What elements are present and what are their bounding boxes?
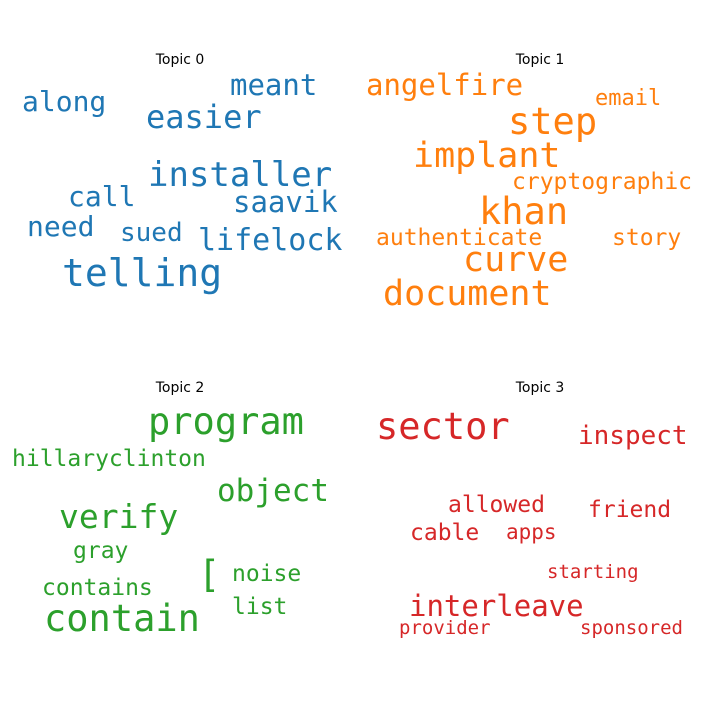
- word-label: step: [508, 100, 598, 143]
- word-label: meant: [230, 68, 318, 102]
- word-label: cable: [410, 520, 480, 546]
- panel-title: Topic 3: [515, 380, 565, 396]
- word-label: installer: [148, 155, 333, 195]
- word-label: contain: [44, 597, 200, 640]
- word-label: object: [217, 473, 329, 509]
- topic-panel-2: Topic 2 program contain object verify hillar…: [0, 360, 360, 720]
- word-label: verify: [59, 497, 179, 536]
- word-label: easier: [146, 98, 262, 136]
- word-label: sued: [120, 218, 183, 248]
- word-label: allowed: [448, 492, 545, 518]
- word-label: apps: [506, 520, 557, 544]
- word-label: cryptographic: [512, 169, 693, 195]
- word-label: interleave: [409, 589, 584, 623]
- word-label: lifelock: [198, 223, 343, 258]
- word-label: implant: [413, 136, 561, 176]
- panel-title: Topic 2: [155, 380, 205, 396]
- word-label: khan: [479, 190, 569, 233]
- word-label: sector: [376, 405, 510, 448]
- word-label: noise: [232, 561, 302, 587]
- panel-title: Topic 1: [515, 52, 565, 68]
- word-label: document: [383, 274, 552, 314]
- word-label: authenticate: [376, 225, 543, 251]
- word-label: hillaryclinton: [12, 446, 206, 472]
- word-label: email: [595, 86, 662, 111]
- word-label: starting: [547, 561, 639, 583]
- word-label: friend: [588, 497, 672, 523]
- word-label: provider: [399, 617, 491, 639]
- word-label: story: [612, 225, 682, 251]
- word-label: call: [68, 180, 136, 213]
- topic-panel-1: Topic 1 step implant khan curve document ange…: [360, 0, 720, 360]
- word-label: inspect: [578, 421, 688, 451]
- word-label: need: [27, 210, 95, 243]
- word-label: sponsored: [580, 617, 683, 639]
- word-label: gray: [73, 538, 129, 564]
- word-label: [: [198, 553, 221, 596]
- topic-panel-0: Topic 0 installer telling easier meant saavi…: [0, 0, 360, 360]
- word-label: saavik: [233, 185, 338, 219]
- word-label: along: [22, 85, 107, 118]
- word-label: contains: [42, 575, 153, 601]
- panel-title: Topic 0: [155, 52, 205, 68]
- word-label: program: [148, 400, 304, 443]
- word-label: telling: [62, 251, 223, 295]
- word-label: angelfire: [366, 68, 524, 102]
- word-label: list: [232, 594, 288, 620]
- word-label: curve: [463, 240, 569, 280]
- topic-panel-3: Topic 3 sector inspect interleave allowed fr…: [360, 360, 720, 720]
